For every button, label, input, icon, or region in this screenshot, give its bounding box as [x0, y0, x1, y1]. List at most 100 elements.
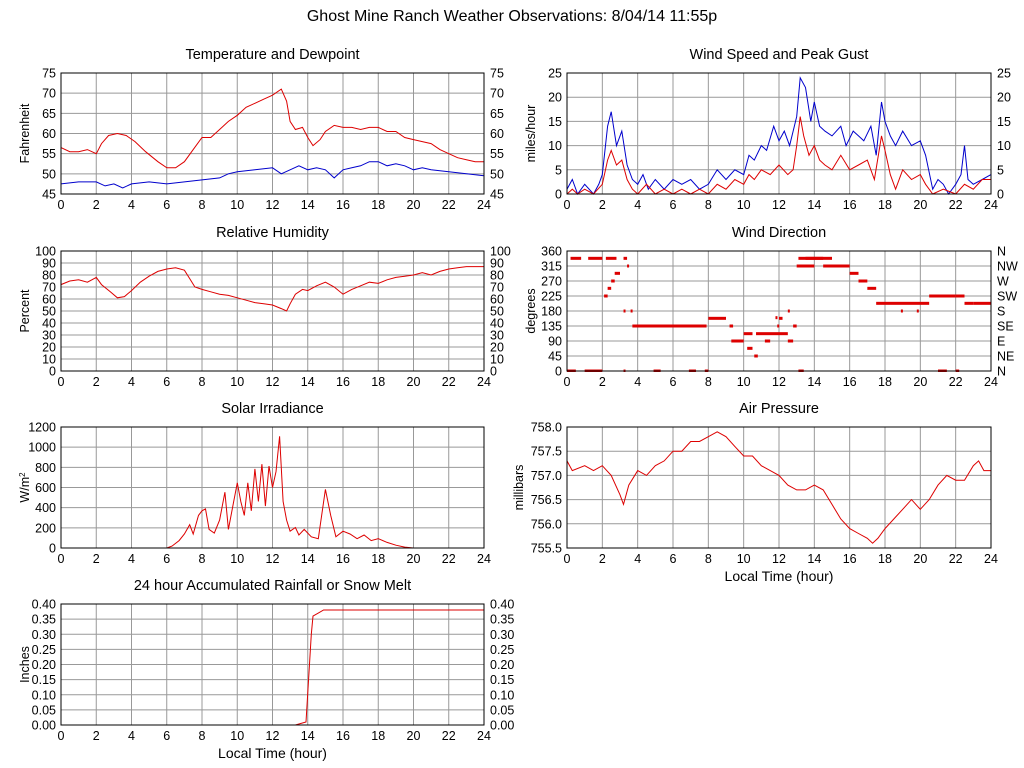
wind-direction-point — [876, 301, 930, 305]
wind-direction-point — [731, 339, 744, 343]
right-tick-label: 80 — [490, 269, 504, 283]
right-tick-label: 70 — [490, 87, 504, 101]
wind-direction-point — [805, 256, 832, 260]
x-tick-label: 2 — [93, 729, 100, 743]
wind-speed-series-group — [567, 76, 991, 195]
wind-direction-point — [900, 309, 903, 313]
wind-direction-point — [743, 332, 753, 336]
humidity-series-group — [61, 266, 484, 312]
right-tick-label: 0.25 — [490, 643, 514, 657]
solar-plot-frame — [60, 426, 485, 549]
x-tick-label: 6 — [163, 198, 170, 212]
y-tick-label: 400 — [35, 501, 56, 515]
x-tick-label: 0 — [564, 552, 571, 566]
wind-direction-point — [604, 294, 608, 298]
wind-direction-point — [607, 286, 612, 290]
wind-direction-plot-frame — [566, 250, 992, 372]
y-tick-label: 20 — [548, 91, 562, 105]
y-tick-label: 0 — [555, 365, 562, 379]
y-tick-label: 270 — [541, 275, 562, 289]
temperature-series-blue-line — [61, 161, 484, 189]
temperature-plot-frame — [60, 72, 485, 195]
wind-direction-point — [605, 256, 617, 260]
x-tick-label: 4 — [128, 552, 135, 566]
right-tick-label: 55 — [490, 147, 504, 161]
wind-direction-point — [793, 324, 797, 328]
right-tick-label: 65 — [490, 107, 504, 121]
wind-direction-point — [764, 339, 771, 343]
y-tick-label: 600 — [35, 481, 56, 495]
wind-direction-point — [787, 309, 790, 313]
x-tick-label: 12 — [266, 552, 280, 566]
wind-direction-point — [777, 324, 780, 328]
wind-direction-point — [787, 339, 794, 343]
pressure-plot-frame — [566, 426, 992, 549]
y-tick-label: 75 — [42, 67, 56, 81]
wind-direction-point — [775, 316, 778, 320]
x-tick-label: 22 — [442, 375, 456, 389]
right-tick-label: SE — [997, 320, 1014, 334]
y-tick-label: 50 — [42, 305, 56, 319]
y-tick-label: 757.5 — [531, 445, 562, 459]
y-tick-label: 757.0 — [531, 469, 562, 483]
pressure-y-axis-label: millibars — [512, 465, 526, 511]
right-tick-label: 0.40 — [490, 598, 514, 612]
wind-direction-point — [588, 256, 603, 260]
wind-direction-point — [611, 279, 615, 283]
x-tick-label: 22 — [949, 375, 963, 389]
x-tick-label: 4 — [128, 375, 135, 389]
x-tick-label: 14 — [807, 375, 821, 389]
x-tick-label: 2 — [93, 198, 100, 212]
x-tick-label: 2 — [599, 552, 606, 566]
x-tick-label: 8 — [199, 729, 206, 743]
wind-direction-point — [747, 346, 753, 350]
wind-direction-point — [756, 332, 788, 336]
x-tick-label: 6 — [163, 552, 170, 566]
y-tick-label: 225 — [541, 290, 562, 304]
x-tick-label: 20 — [913, 375, 927, 389]
x-tick-label: 6 — [670, 552, 677, 566]
wind-direction-point — [938, 294, 956, 298]
x-tick-label: 10 — [737, 552, 751, 566]
x-tick-label: 14 — [301, 729, 315, 743]
x-tick-label: 10 — [230, 729, 244, 743]
right-tick-label: 0.10 — [490, 688, 514, 702]
x-tick-label: 16 — [336, 552, 350, 566]
y-tick-label: 60 — [42, 127, 56, 141]
x-tick-label: 4 — [634, 375, 641, 389]
humidity-y-axis-label: Percent — [18, 289, 32, 333]
wind-direction-point — [955, 294, 965, 298]
x-tick-label: 8 — [199, 552, 206, 566]
y-tick-label: 100 — [35, 245, 56, 259]
x-tick-label: 18 — [878, 198, 892, 212]
x-tick-label: 4 — [634, 552, 641, 566]
x-tick-label: 4 — [128, 198, 135, 212]
x-tick-label: 4 — [128, 729, 135, 743]
y-tick-label: 45 — [548, 350, 562, 364]
x-tick-label: 14 — [807, 198, 821, 212]
wind-direction-point — [570, 256, 582, 260]
y-tick-label: 360 — [541, 245, 562, 259]
y-tick-label: 70 — [42, 87, 56, 101]
wind-direction-y-axis-label: degrees — [524, 288, 538, 333]
right-tick-label: 70 — [490, 281, 504, 295]
solar-series-group — [61, 436, 484, 549]
x-tick-label: 14 — [301, 552, 315, 566]
wind-direction-point — [973, 301, 991, 305]
wind-direction-point — [858, 279, 868, 283]
wind-direction-point — [632, 324, 707, 328]
x-tick-label: 0 — [564, 375, 571, 389]
y-tick-label: 0 — [555, 188, 562, 202]
right-tick-label: 75 — [490, 67, 504, 81]
x-tick-label: 6 — [670, 198, 677, 212]
y-tick-label: 10 — [42, 353, 56, 367]
x-tick-label: 12 — [772, 375, 786, 389]
x-tick-label: 6 — [670, 375, 677, 389]
temperature-series-red-line — [61, 88, 484, 169]
